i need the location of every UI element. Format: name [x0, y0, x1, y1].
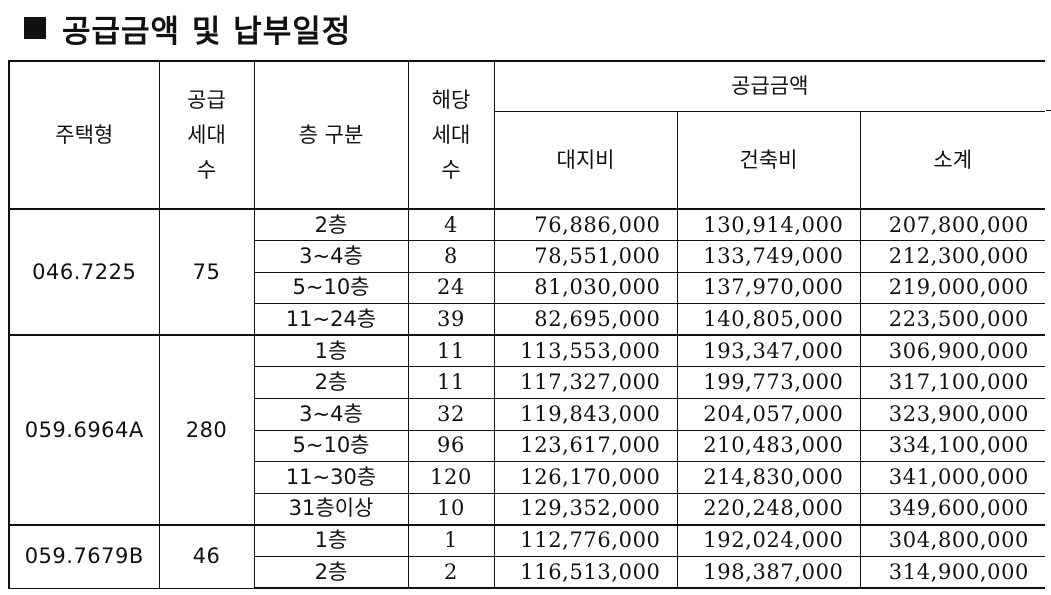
supply-units-cell: 75	[158, 207, 255, 336]
supply-units-cell: 280	[158, 334, 255, 526]
header-floor: 층 구분	[253, 60, 409, 210]
units-cell: 32	[407, 398, 495, 431]
header-housing-type: 주택형	[8, 60, 160, 210]
building-cost-cell: 133,749,000	[676, 240, 861, 273]
subtotal-cell: 207,800,000	[859, 208, 1045, 242]
building-cost-cell: 193,347,000	[676, 334, 861, 368]
black-square-icon	[24, 17, 46, 39]
units-cell: 2	[407, 556, 495, 590]
subtotal-cell: 223,500,000	[859, 303, 1045, 336]
floor-cell: 1층	[253, 334, 409, 368]
page-title-text: 공급금액 및 납부일정	[62, 13, 352, 50]
header-supply-amount: 공급금액	[493, 60, 1045, 113]
building-cost-cell: 198,387,000	[676, 556, 861, 590]
subtotal-cell: 314,900,000	[859, 556, 1045, 590]
floor-cell: 2층	[253, 366, 409, 400]
subtotal-cell: 306,900,000	[859, 334, 1045, 368]
subtotal-cell: 212,300,000	[859, 240, 1045, 273]
building-cost-cell: 204,057,000	[676, 398, 861, 431]
subtotal-cell: 323,900,000	[859, 398, 1045, 431]
table-row: 5~10층 96 123,617,000 210,483,000 334,100,000	[9, 429, 1045, 463]
land-cost-cell: 82,695,000	[493, 303, 678, 336]
header-supply-units: 공급 세대 수	[158, 60, 255, 210]
floor-cell: 5~10층	[253, 271, 409, 305]
building-cost-cell: 214,830,000	[676, 461, 861, 494]
building-cost-cell: 199,773,000	[676, 366, 861, 400]
header-building-cost: 건축비	[676, 111, 861, 210]
subtotal-cell: 341,000,000	[859, 461, 1045, 494]
floor-cell: 2층	[253, 556, 409, 590]
land-cost-cell: 116,513,000	[493, 556, 678, 590]
supply-units-cell: 46	[158, 523, 255, 589]
supply-price-table: 주택형 공급 세대 수 층 구분 해당 세대 수 공급금액 대지비 건축비 소계 046…	[8, 60, 1045, 590]
header-subtotal: 소계	[859, 111, 1045, 210]
building-cost-cell: 192,024,000	[676, 523, 861, 558]
floor-cell: 1층	[253, 523, 409, 558]
building-cost-cell: 220,248,000	[676, 492, 861, 526]
units-cell: 120	[407, 461, 495, 494]
land-cost-cell: 126,170,000	[493, 461, 678, 494]
land-cost-cell: 117,327,000	[493, 366, 678, 400]
table-row: 059.6964A 280 1층 11 113,553,000 193,347,000 30…	[8, 334, 1045, 526]
table-row: 046.7225 75 2층 4 76,886,000 130,914,000 207,80…	[8, 207, 1045, 336]
housing-type-cell: 046.7225	[8, 207, 160, 336]
units-cell: 96	[407, 429, 495, 463]
land-cost-cell: 129,352,000	[493, 492, 678, 526]
floor-cell: 3~4층	[253, 398, 409, 431]
table-edge-line	[1046, 110, 1051, 111]
land-cost-cell: 81,030,000	[493, 271, 678, 305]
land-cost-cell: 78,551,000	[493, 240, 678, 273]
table-row: 059.7679B 46 1층 1 112,776,000 192,024,000 304,…	[8, 523, 1045, 589]
floor-cell: 3~4층	[253, 240, 409, 273]
units-cell: 1	[407, 523, 495, 558]
building-cost-cell: 130,914,000	[676, 208, 861, 242]
table-row: 2층 11 117,327,000 199,773,000 317,100,000	[9, 366, 1045, 400]
units-cell: 11	[407, 366, 495, 400]
subtotal-cell: 317,100,000	[859, 366, 1045, 400]
table-row: 5~10층 24 81,030,000 137,970,000 219,000,000	[9, 271, 1045, 305]
units-cell: 4	[407, 208, 495, 242]
units-cell: 24	[407, 271, 495, 305]
subtotal-cell: 304,800,000	[859, 523, 1045, 558]
units-cell: 11	[407, 334, 495, 368]
building-cost-cell: 140,805,000	[676, 303, 861, 336]
floor-cell: 31층이상	[253, 492, 409, 526]
subtotal-cell: 349,600,000	[859, 492, 1045, 526]
table-row: 11~30층 120 126,170,000 214,830,000 341,000,0…	[9, 461, 1045, 494]
land-cost-cell: 112,776,000	[493, 523, 678, 558]
housing-type-cell: 059.6964A	[8, 334, 160, 526]
building-cost-cell: 137,970,000	[676, 271, 861, 305]
subtotal-cell: 219,000,000	[859, 271, 1045, 305]
table-row: 2층 2 116,513,000 198,387,000 314,900,000	[9, 556, 1045, 590]
header-land-cost: 대지비	[493, 111, 678, 210]
land-cost-cell: 76,886,000	[493, 208, 678, 242]
building-cost-cell: 210,483,000	[676, 429, 861, 463]
floor-cell: 5~10층	[253, 429, 409, 463]
floor-cell: 11~24층	[253, 303, 409, 336]
housing-type-cell: 059.7679B	[8, 523, 160, 589]
land-cost-cell: 119,843,000	[493, 398, 678, 431]
floor-cell: 2층	[253, 208, 409, 242]
land-cost-cell: 123,617,000	[493, 429, 678, 463]
land-cost-cell: 113,553,000	[493, 334, 678, 368]
units-cell: 39	[407, 303, 495, 336]
page-title: 공급금액 및 납부일정	[24, 6, 351, 50]
header-units: 해당 세대 수	[407, 60, 495, 210]
table-row: 3~4층 8 78,551,000 133,749,000 212,300,000	[9, 240, 1045, 273]
units-cell: 10	[407, 492, 495, 526]
subtotal-cell: 334,100,000	[859, 429, 1045, 463]
units-cell: 8	[407, 240, 495, 273]
floor-cell: 11~30층	[253, 461, 409, 494]
